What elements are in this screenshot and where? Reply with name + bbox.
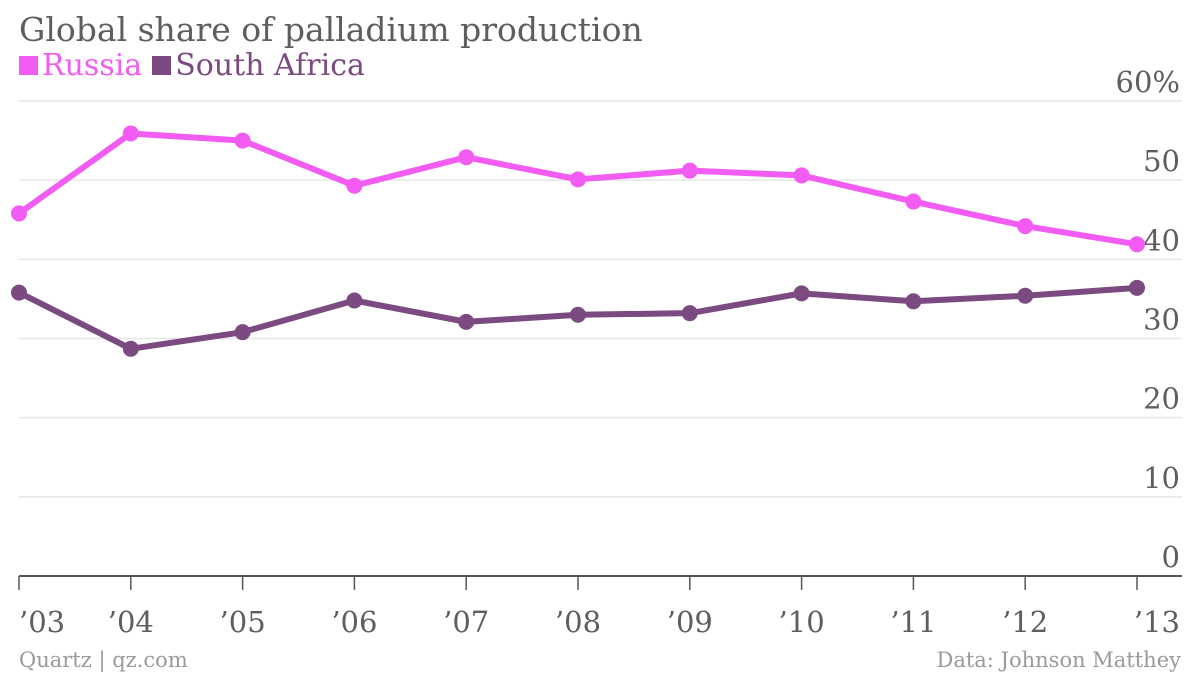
data-point-russia [570,171,586,188]
y-tick-label: 50 [1143,144,1180,178]
data-point-russia [905,193,922,210]
data-point-south-africa [11,284,27,301]
chart-title: Global share of palladium production [19,10,643,49]
legend-label-south-africa: South Africa [175,48,365,83]
y-tick-label: 60% [1116,65,1180,99]
x-tick-label: ’05 [220,605,266,639]
x-tick-label: ’12 [1002,605,1048,639]
y-tick-label: 0 [1162,540,1180,574]
x-tick-label: ’07 [443,605,489,639]
legend-item-russia: Russia [19,48,142,83]
data-point-russia [346,177,363,194]
data-point-south-africa [681,305,698,322]
x-tick-label: ’10 [779,605,825,639]
data-point-south-africa [570,306,586,323]
legend-label-russia: Russia [42,48,143,83]
data-point-russia [122,125,139,142]
y-tick-label: 10 [1143,461,1180,495]
data-point-south-africa [905,293,922,310]
data-point-russia [1129,236,1145,253]
data-point-south-africa [234,324,251,341]
series-line-russia [16,130,1140,248]
x-tick-label: ’06 [331,605,377,639]
x-tick-label: ’11 [890,605,936,639]
y-tick-label: 20 [1143,382,1180,416]
legend-item-south-africa: South Africa [152,48,365,83]
data-point-russia [1017,218,1034,235]
x-tick-label: ’04 [108,605,154,639]
data-point-south-africa [346,292,363,309]
data-point-south-africa [793,285,810,302]
y-tick-label: 30 [1143,303,1180,337]
legend-swatch-south-africa [152,56,172,75]
y-tick-label: 40 [1143,223,1180,257]
data-point-south-africa [1129,279,1145,296]
data-point-russia [11,205,27,222]
data-source: Data: Johnson Matthey [936,648,1181,672]
data-point-russia [681,162,698,179]
legend: Russia South Africa [19,48,375,83]
x-tick-label: ’08 [555,605,601,639]
data-point-russia [458,149,475,166]
legend-swatch-russia [19,56,38,75]
data-point-south-africa [122,340,139,357]
x-tick-label: ’03 [19,605,65,639]
data-point-south-africa [1017,287,1034,304]
data-point-russia [793,167,810,184]
x-tick-label: ’13 [1134,605,1180,639]
x-tick-label: ’09 [667,605,713,639]
source-credit: Quartz | qz.com [19,648,188,672]
data-point-russia [234,132,251,149]
data-point-south-africa [458,313,475,330]
